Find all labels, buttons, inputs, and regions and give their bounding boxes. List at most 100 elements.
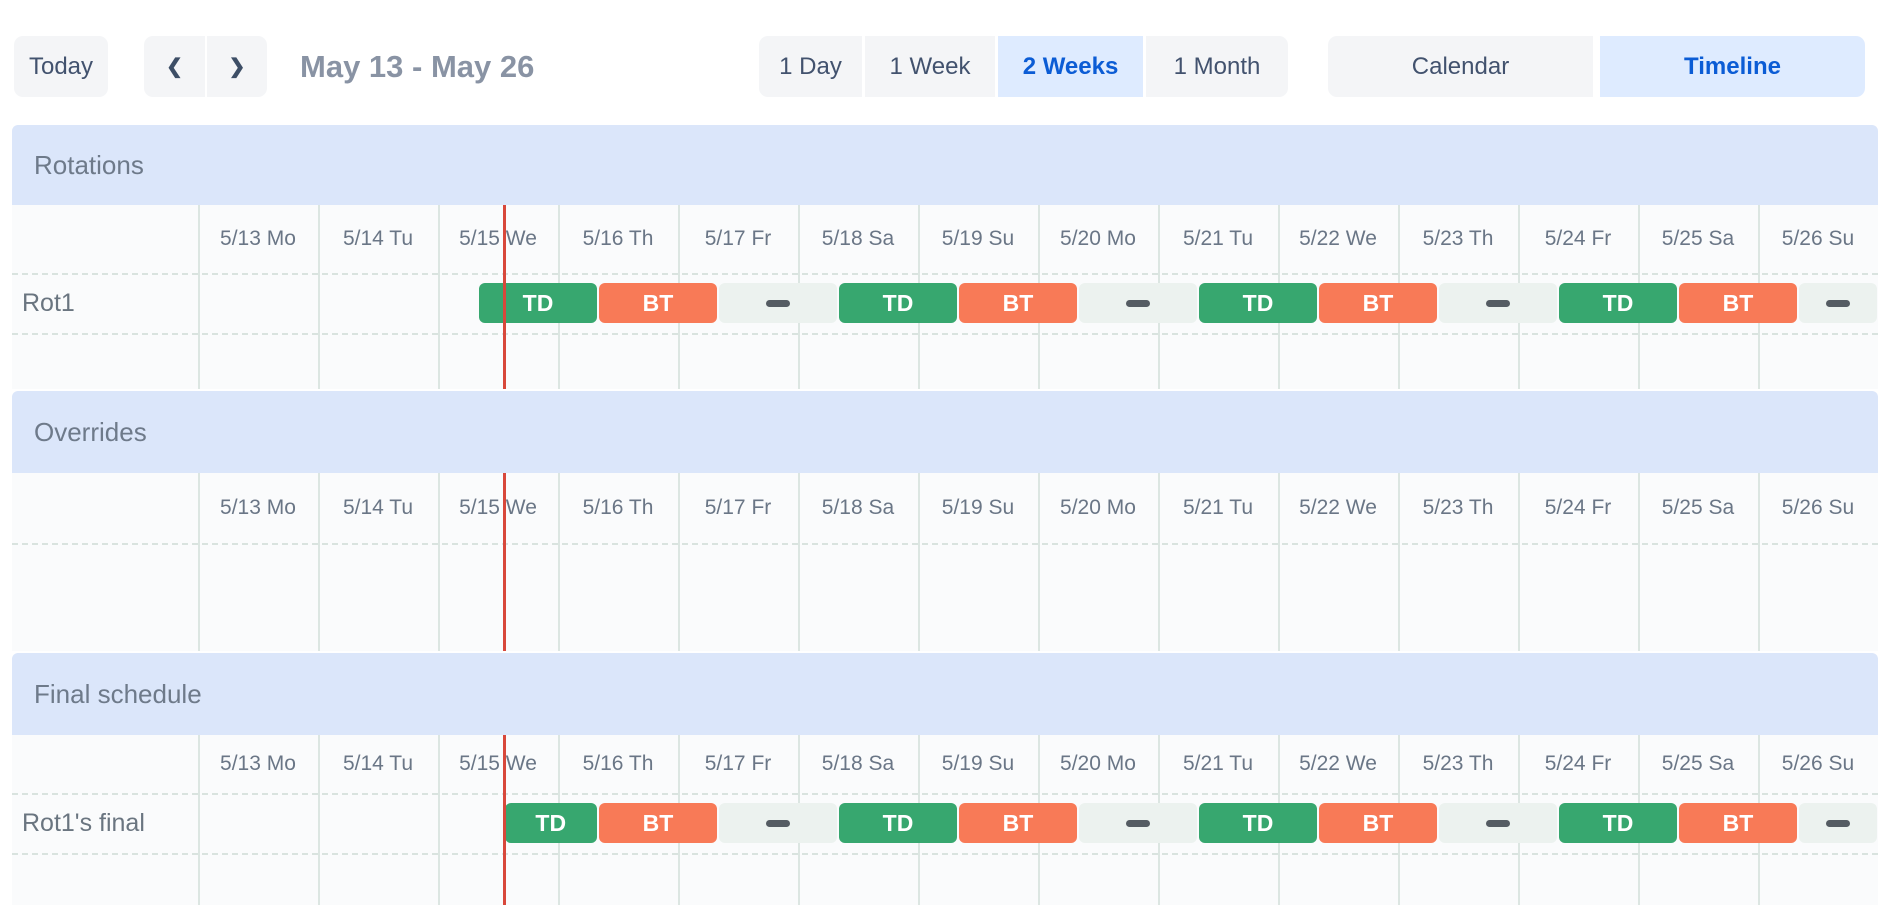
date-cell: 5/21 Tu	[1182, 227, 1254, 250]
date-cell: 5/14 Tu	[342, 496, 414, 519]
shift-bar-td[interactable]: TD	[504, 803, 597, 843]
date-cell: 5/24 Fr	[1544, 227, 1612, 250]
row-divider	[12, 793, 1878, 795]
date-cell: 5/23 Th	[1422, 752, 1494, 775]
date-cell: 5/15 We	[459, 227, 537, 250]
date-cell: 5/25 Sa	[1661, 227, 1735, 250]
empty-shift-block	[719, 803, 837, 843]
row-divider	[12, 333, 1878, 335]
empty-shift-block	[1079, 803, 1197, 843]
date-range-title: May 13 - May 26	[300, 48, 535, 84]
shift-bar-td[interactable]: TD	[479, 283, 597, 323]
date-cell: 5/19 Su	[941, 227, 1015, 250]
shift-bar-td[interactable]: TD	[1199, 803, 1317, 843]
view-button-timeline[interactable]: Timeline	[1600, 36, 1865, 97]
next-period-button[interactable]: ❯	[207, 36, 267, 97]
final-row-label: Rot1's final	[22, 808, 145, 837]
date-cell: 5/21 Tu	[1182, 752, 1254, 775]
previous-period-button[interactable]: ❮	[144, 36, 205, 97]
date-cell: 5/16 Th	[582, 227, 654, 250]
range-button-1-day[interactable]: 1 Day	[759, 36, 862, 97]
section-grid-rotations: 5/13 Mo 5/14 Tu 5/15 We 5/16 Th 5/17 Fr 5/18 …	[12, 205, 1878, 389]
section-grid-final-schedule: 5/13 Mo 5/14 Tu 5/15 We 5/16 Th 5/17 Fr 5/18 …	[12, 735, 1878, 905]
section-grid-overrides: 5/13 Mo 5/14 Tu 5/15 We 5/16 Th 5/17 Fr 5/18 …	[12, 473, 1878, 651]
empty-shift-block	[1439, 803, 1557, 843]
date-cell: 5/19 Su	[941, 752, 1015, 775]
date-cell: 5/21 Tu	[1182, 496, 1254, 519]
current-time-line	[503, 735, 506, 905]
no-one-on-call-dash-icon	[1126, 299, 1150, 307]
date-cell: 5/24 Fr	[1544, 496, 1612, 519]
shift-bar-bt[interactable]: BT	[1319, 283, 1437, 323]
empty-shift-block	[1079, 283, 1197, 323]
date-cell: 5/13 Mo	[220, 752, 296, 775]
rotation-row-label: Rot1	[22, 288, 75, 317]
date-cell: 5/20 Mo	[1060, 227, 1136, 250]
range-button-1-month[interactable]: 1 Month	[1146, 36, 1288, 97]
today-button[interactable]: Today	[14, 36, 108, 97]
shift-bar-td[interactable]: TD	[1559, 283, 1677, 323]
date-cell: 5/26 Su	[1781, 227, 1855, 250]
shift-bar-bt[interactable]: BT	[599, 803, 717, 843]
shift-bar-bt[interactable]: BT	[599, 283, 717, 323]
section-header-final-schedule: Final schedule	[12, 653, 1878, 735]
date-cell: 5/14 Tu	[342, 227, 414, 250]
date-cell: 5/23 Th	[1422, 496, 1494, 519]
date-cell: 5/13 Mo	[220, 227, 296, 250]
no-one-on-call-dash-icon	[1126, 819, 1150, 827]
date-cell: 5/18 Sa	[821, 496, 895, 519]
date-cell: 5/25 Sa	[1661, 496, 1735, 519]
shift-bar-td[interactable]: TD	[839, 283, 957, 323]
day-column-separators	[198, 473, 1878, 651]
date-cell: 5/20 Mo	[1060, 496, 1136, 519]
date-cell: 5/20 Mo	[1060, 752, 1136, 775]
empty-shift-block	[719, 283, 837, 323]
section-header-rotations: Rotations	[12, 125, 1878, 205]
shift-bar-bt[interactable]: BT	[1679, 803, 1797, 843]
shift-bar-td[interactable]: TD	[1199, 283, 1317, 323]
date-cell: 5/17 Fr	[704, 227, 772, 250]
empty-shift-block	[1439, 283, 1557, 323]
row-divider	[12, 853, 1878, 855]
date-cell: 5/15 We	[459, 752, 537, 775]
shift-bar-bt[interactable]: BT	[959, 283, 1077, 323]
shift-bar-bt[interactable]: BT	[959, 803, 1077, 843]
range-button-1-week[interactable]: 1 Week	[865, 36, 995, 97]
no-one-on-call-dash-icon	[766, 299, 790, 307]
date-cell: 5/23 Th	[1422, 227, 1494, 250]
shift-bar-td[interactable]: TD	[839, 803, 957, 843]
date-cell: 5/26 Su	[1781, 496, 1855, 519]
current-time-line	[503, 205, 506, 389]
row-divider	[12, 543, 1878, 545]
date-cell: 5/14 Tu	[342, 752, 414, 775]
current-time-line	[503, 473, 506, 651]
shift-bar-bt[interactable]: BT	[1679, 283, 1797, 323]
empty-shift-block	[1799, 803, 1877, 843]
date-cell: 5/15 We	[459, 496, 537, 519]
date-cell: 5/26 Su	[1781, 752, 1855, 775]
empty-shift-block	[1799, 283, 1877, 323]
no-one-on-call-dash-icon	[766, 819, 790, 827]
chevron-right-icon: ❯	[228, 56, 246, 78]
row-divider	[12, 273, 1878, 275]
no-one-on-call-dash-icon	[1486, 299, 1510, 307]
date-cell: 5/22 We	[1299, 752, 1377, 775]
no-one-on-call-dash-icon	[1826, 819, 1850, 827]
view-button-calendar[interactable]: Calendar	[1328, 36, 1593, 97]
section-header-overrides: Overrides	[12, 391, 1878, 473]
date-cell: 5/18 Sa	[821, 752, 895, 775]
date-cell: 5/17 Fr	[704, 496, 772, 519]
chevron-left-icon: ❮	[166, 56, 183, 78]
no-one-on-call-dash-icon	[1486, 819, 1510, 827]
date-cell: 5/18 Sa	[821, 227, 895, 250]
date-cell: 5/25 Sa	[1661, 752, 1735, 775]
date-cell: 5/22 We	[1299, 496, 1377, 519]
shift-bar-td[interactable]: TD	[1559, 803, 1677, 843]
date-cell: 5/19 Su	[941, 496, 1015, 519]
no-one-on-call-dash-icon	[1826, 299, 1850, 307]
range-button-2-weeks[interactable]: 2 Weeks	[998, 36, 1143, 97]
date-cell: 5/24 Fr	[1544, 752, 1612, 775]
date-cell: 5/16 Th	[582, 752, 654, 775]
shift-bar-bt[interactable]: BT	[1319, 803, 1437, 843]
